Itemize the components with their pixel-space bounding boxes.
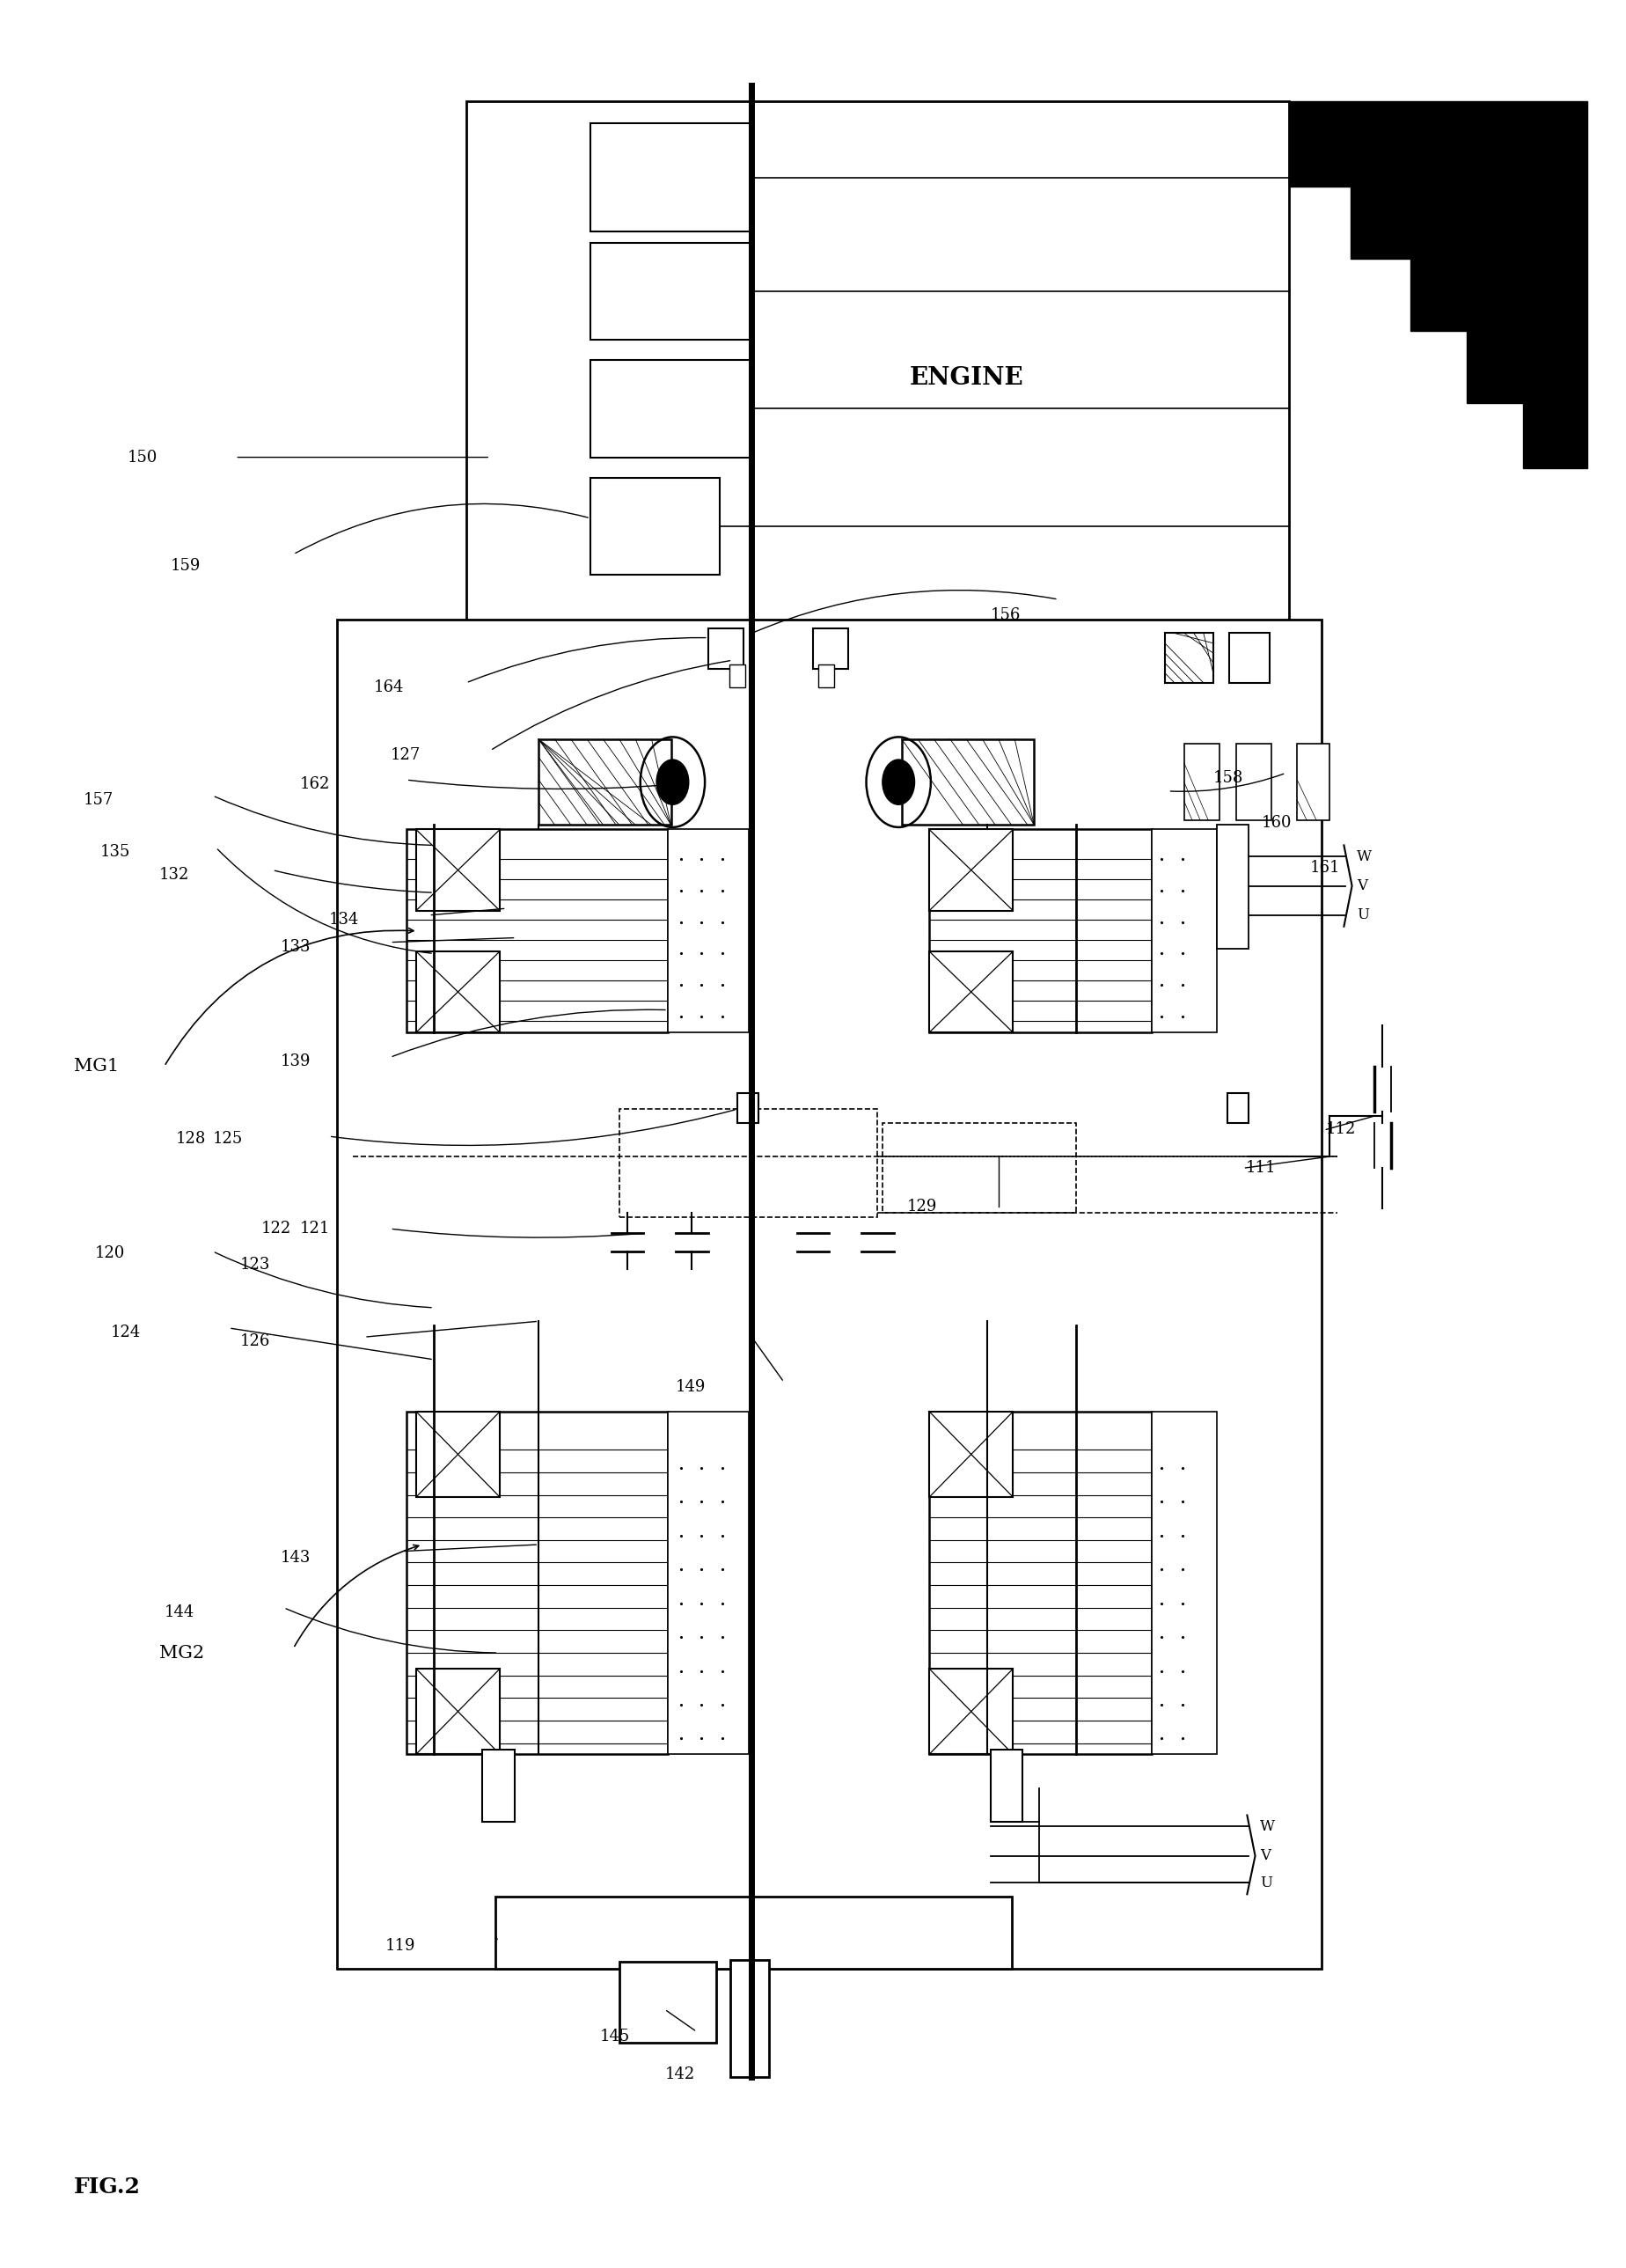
Text: 134: 134 (328, 912, 359, 928)
Text: V: V (1260, 1848, 1270, 1864)
Bar (1184, 744, 1220, 821)
Bar (1298, 744, 1330, 821)
Text: 150: 150 (127, 449, 158, 465)
Bar (590, 122, 751, 231)
Bar (668, 1411, 748, 1755)
Text: U: U (1356, 907, 1369, 923)
Text: 159: 159 (171, 558, 202, 574)
Text: 135: 135 (99, 844, 130, 860)
Bar (1151, 1411, 1216, 1755)
Bar (928, 1669, 1013, 1755)
Text: 119: 119 (385, 1939, 416, 1955)
Polygon shape (1289, 100, 1587, 469)
Bar (467, 100, 1289, 637)
Bar (728, 665, 745, 687)
Bar (813, 628, 849, 669)
Bar (1236, 744, 1272, 821)
Bar (883, 1123, 1076, 1213)
Text: 143: 143 (280, 1549, 311, 1565)
Text: V: V (1356, 878, 1367, 894)
Text: 149: 149 (676, 1379, 706, 1395)
Bar (483, 1751, 514, 1821)
Text: 156: 156 (990, 608, 1021, 624)
Bar (707, 628, 743, 669)
Bar (928, 950, 1013, 1032)
Bar (737, 1093, 758, 1123)
Text: 122: 122 (262, 1220, 291, 1236)
Circle shape (657, 760, 689, 805)
Bar (990, 1751, 1023, 1821)
Text: 111: 111 (1246, 1159, 1276, 1175)
Text: 157: 157 (83, 792, 114, 807)
Bar (538, 739, 672, 826)
Text: MG2: MG2 (159, 1644, 205, 1660)
Bar (590, 479, 719, 574)
Text: 124: 124 (111, 1325, 141, 1340)
Bar (416, 830, 499, 912)
Text: U: U (1260, 1876, 1272, 1892)
Bar (1216, 826, 1249, 948)
Bar (620, 1109, 878, 1218)
Text: 145: 145 (600, 2028, 631, 2043)
Text: 127: 127 (390, 746, 421, 762)
Bar (590, 361, 751, 458)
Text: 112: 112 (1327, 1123, 1356, 1139)
Text: FIG.2: FIG.2 (73, 2177, 141, 2198)
Bar (928, 1411, 1013, 1497)
Bar (928, 830, 1151, 1032)
Text: 164: 164 (374, 680, 405, 696)
Bar (406, 1411, 668, 1755)
Text: 160: 160 (1262, 814, 1293, 830)
Bar (406, 830, 668, 1032)
Bar (668, 830, 748, 1032)
Bar (928, 1411, 1151, 1755)
Bar (494, 1896, 1011, 1969)
Circle shape (883, 760, 915, 805)
Bar (416, 1669, 499, 1755)
Text: W: W (1356, 848, 1372, 864)
Text: 161: 161 (1311, 860, 1340, 875)
Text: 132: 132 (159, 866, 190, 882)
Text: 123: 123 (241, 1256, 270, 1272)
Text: ENGINE: ENGINE (909, 367, 1023, 390)
Bar (818, 665, 834, 687)
Text: 120: 120 (94, 1245, 125, 1261)
Bar (1151, 830, 1216, 1032)
Text: 126: 126 (241, 1334, 270, 1349)
Text: 133: 133 (280, 939, 311, 955)
Bar (902, 739, 1034, 826)
Bar (590, 243, 751, 340)
Text: 142: 142 (665, 2066, 694, 2082)
Text: 139: 139 (280, 1055, 311, 1070)
Text: 158: 158 (1213, 769, 1244, 785)
Bar (1228, 1093, 1249, 1123)
Text: 128: 128 (176, 1129, 207, 1145)
Text: MG1: MG1 (73, 1057, 119, 1075)
Bar (620, 1962, 715, 2043)
Text: 129: 129 (907, 1198, 937, 1213)
Text: 125: 125 (213, 1129, 242, 1145)
Bar (416, 1411, 499, 1497)
Bar (337, 619, 1322, 1969)
Bar (1229, 633, 1270, 683)
Text: 121: 121 (299, 1220, 330, 1236)
Text: 162: 162 (299, 776, 330, 792)
Bar (730, 1960, 769, 2077)
Bar (416, 950, 499, 1032)
Bar (928, 830, 1013, 912)
Bar (1164, 633, 1213, 683)
Text: W: W (1260, 1819, 1275, 1835)
Text: 144: 144 (164, 1603, 195, 1619)
